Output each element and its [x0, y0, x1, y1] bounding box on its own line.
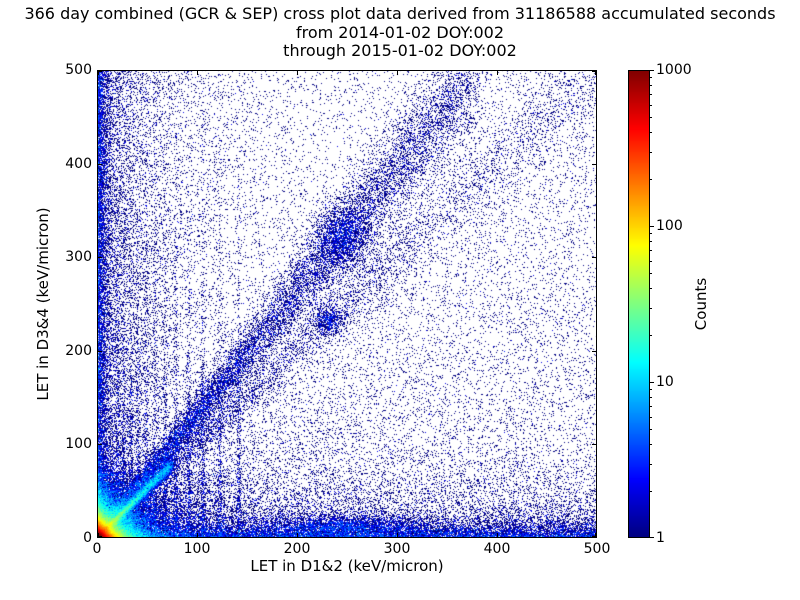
- colorbar-minor-tick-mark: [650, 179, 652, 180]
- scatter-plot-canvas: [97, 70, 597, 538]
- title-line-3: through 2015-01-02 DOY:002: [283, 41, 517, 60]
- colorbar-minor-tick-mark: [650, 117, 652, 118]
- x-tick-label: 100: [183, 541, 211, 557]
- x-tick-mark-top: [197, 71, 198, 75]
- y-tick-label: 100: [65, 436, 92, 453]
- y-tick-label: 200: [65, 342, 92, 359]
- colorbar-minor-tick-mark: [650, 250, 652, 251]
- x-tick-mark: [595, 533, 596, 537]
- colorbar-tick-label: 1000: [656, 62, 692, 78]
- colorbar-minor-tick-mark: [650, 491, 652, 492]
- y-tick-mark: [98, 71, 102, 72]
- y-tick-mark: [98, 444, 102, 446]
- y-tick-mark-right: [592, 536, 596, 537]
- x-tick-mark: [297, 533, 298, 537]
- y-tick-label: 300: [65, 249, 92, 266]
- x-tick-mark: [397, 533, 398, 537]
- x-tick-label: 0: [92, 541, 102, 557]
- x-tick-label: 200: [283, 541, 311, 557]
- colorbar-gradient: [628, 70, 650, 538]
- y-tick-mark-right: [592, 350, 596, 352]
- colorbar-tick-label: 10: [656, 374, 674, 390]
- colorbar-minor-tick-mark: [650, 397, 652, 398]
- y-tick-mark-right: [592, 71, 596, 72]
- x-tick-mark-top: [595, 71, 596, 75]
- y-tick-mark-right: [592, 163, 596, 165]
- x-tick-mark-top: [297, 71, 298, 75]
- colorbar-minor-tick-mark: [650, 444, 652, 445]
- y-axis-label: LET in D3&4 (keV/micron): [34, 207, 52, 401]
- x-tick-label: 300: [383, 541, 411, 557]
- colorbar-minor-tick-mark: [650, 77, 652, 78]
- y-tick-mark: [98, 536, 102, 537]
- colorbar-minor-tick-mark: [650, 389, 652, 390]
- colorbar-tick-label: 1: [656, 530, 665, 546]
- x-tick-mark: [197, 533, 198, 537]
- colorbar-minor-tick-mark: [650, 241, 652, 242]
- colorbar-minor-tick-mark: [650, 406, 652, 407]
- y-tick-mark: [98, 163, 102, 165]
- colorbar-minor-tick-mark: [650, 261, 652, 262]
- y-tick-mark-right: [592, 444, 596, 446]
- colorbar-tick-mark: [650, 70, 654, 71]
- colorbar-minor-tick-mark: [650, 105, 652, 106]
- colorbar-tick-mark: [650, 537, 654, 538]
- y-tick-mark: [98, 350, 102, 352]
- colorbar-minor-tick-mark: [650, 94, 652, 95]
- colorbar-minor-tick-mark: [650, 417, 652, 418]
- colorbar-minor-tick-mark: [650, 308, 652, 309]
- colorbar-tick-label: 100: [656, 218, 683, 234]
- x-tick-mark: [497, 533, 498, 537]
- y-tick-label: 400: [65, 155, 92, 172]
- colorbar-tick-mark: [650, 382, 654, 383]
- x-tick-label: 500: [583, 541, 611, 557]
- x-tick-mark-top: [98, 71, 99, 75]
- colorbar-minor-tick-mark: [650, 233, 652, 234]
- x-tick-mark-top: [497, 71, 498, 75]
- colorbar-minor-tick-mark: [650, 152, 652, 153]
- y-tick-label: 0: [83, 530, 92, 546]
- colorbar-minor-tick-mark: [650, 132, 652, 133]
- x-tick-mark-top: [397, 71, 398, 75]
- title-line-2: from 2014-01-02 DOY:002: [295, 23, 504, 42]
- x-axis-label: LET in D1&2 (keV/micron): [250, 557, 444, 575]
- colorbar-tick-mark: [650, 226, 654, 227]
- y-tick-mark: [98, 257, 102, 259]
- colorbar-minor-tick-mark: [650, 288, 652, 289]
- colorbar-minor-tick-mark: [650, 85, 652, 86]
- x-tick-mark: [98, 533, 99, 537]
- colorbar-minor-tick-mark: [650, 429, 652, 430]
- x-tick-label: 400: [483, 541, 511, 557]
- colorbar-minor-tick-mark: [650, 335, 652, 336]
- title-line-1: 366 day combined (GCR & SEP) cross plot …: [24, 4, 776, 23]
- colorbar-minor-tick-mark: [650, 273, 652, 274]
- colorbar-label: Counts: [692, 277, 710, 331]
- colorbar-minor-tick-mark: [650, 464, 652, 465]
- y-tick-mark-right: [592, 257, 596, 259]
- y-tick-label: 500: [65, 62, 92, 78]
